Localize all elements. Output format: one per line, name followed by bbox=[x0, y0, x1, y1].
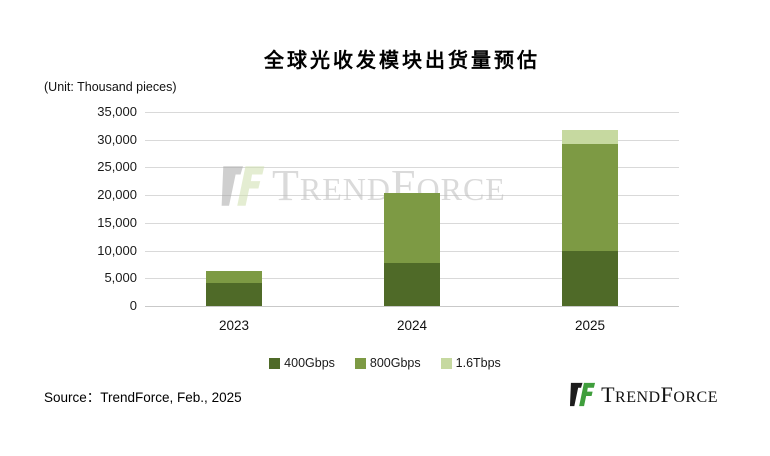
legend-item-400gbps: 400Gbps bbox=[269, 356, 335, 370]
x-axis-label-2023: 2023 bbox=[218, 318, 250, 333]
y-axis-tick-label: 25,000 bbox=[97, 159, 137, 175]
bar-segment-1.6tbps-2025 bbox=[562, 130, 618, 144]
bar-segment-400gbps-2025 bbox=[562, 250, 618, 306]
bar-segment-800gbps-2025 bbox=[562, 143, 618, 251]
gridline-25000 bbox=[145, 167, 679, 169]
legend-label: 800Gbps bbox=[369, 356, 421, 370]
trendforce-mark-icon bbox=[221, 166, 265, 206]
y-axis-tick-label: 10,000 bbox=[97, 242, 137, 258]
watermark-brand-text: TRENDFORCE bbox=[272, 161, 506, 210]
y-axis-tick-label: 35,000 bbox=[97, 104, 137, 119]
x-axis-label-2024: 2024 bbox=[396, 318, 428, 333]
gridline-0 bbox=[145, 306, 679, 307]
x-axis-label-2025: 2025 bbox=[574, 318, 606, 333]
gridline-30000 bbox=[145, 139, 679, 141]
footer-brand-text: TRENDFORCE bbox=[601, 381, 718, 407]
y-axis-tick-label: 5,000 bbox=[104, 270, 137, 286]
y-axis-tick-label: 15,000 bbox=[97, 214, 137, 230]
y-axis-tick-label: 30,000 bbox=[97, 131, 137, 147]
footer-logo: TRENDFORCE bbox=[569, 381, 718, 408]
legend-item-800gbps: 800Gbps bbox=[354, 356, 421, 370]
bar-segment-800gbps-2023 bbox=[206, 270, 262, 284]
bar-segment-400gbps-2023 bbox=[206, 283, 262, 306]
watermark-logo: TRENDFORCE bbox=[220, 163, 506, 209]
bar-segment-400gbps-2024 bbox=[384, 262, 440, 306]
source-note: Source：TrendForce, Feb., 2025 bbox=[44, 390, 242, 405]
legend-label: 400Gbps bbox=[284, 356, 335, 370]
legend-swatch-icon bbox=[269, 357, 281, 369]
chart-title: 全球光收发模块出货量预估 bbox=[264, 50, 540, 72]
legend: 400Gbps 800Gbps 1.6Tbps bbox=[0, 356, 770, 370]
legend-swatch-icon bbox=[354, 357, 366, 369]
legend-item-1.6tbps: 1.6Tbps bbox=[440, 356, 501, 370]
bar-segment-800gbps-2024 bbox=[384, 193, 440, 263]
unit-label: (Unit: Thousand pieces) bbox=[44, 80, 177, 94]
y-axis-tick-label: 20,000 bbox=[97, 187, 137, 203]
y-axis-tick-label: 0 bbox=[129, 298, 137, 313]
legend-label: 1.6Tbps bbox=[455, 356, 501, 370]
legend-swatch-icon bbox=[440, 357, 452, 369]
trendforce-mark-icon bbox=[570, 382, 596, 407]
gridline-35000 bbox=[145, 112, 679, 113]
